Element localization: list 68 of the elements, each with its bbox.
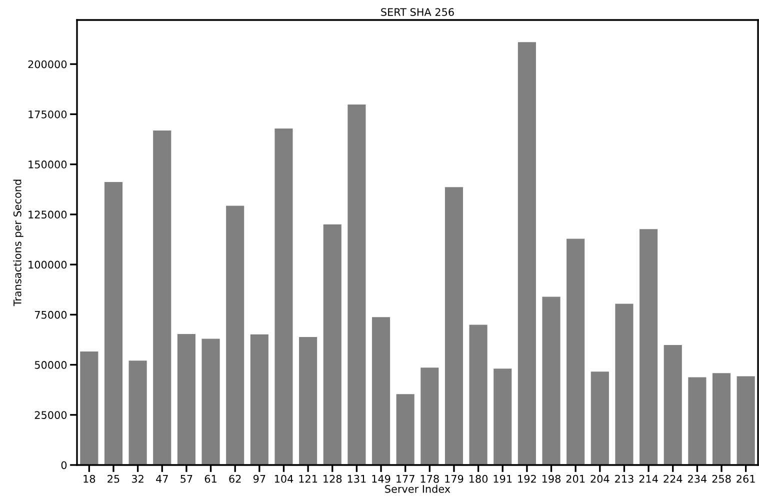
- x-tick-label: 213: [615, 474, 634, 483]
- bar: [78, 350, 100, 465]
- y-tick-label: 75000: [34, 310, 67, 319]
- bar: [394, 392, 416, 465]
- bar: [152, 129, 173, 465]
- x-tick-label: 180: [470, 474, 488, 483]
- bar: [516, 40, 538, 465]
- chart-title: SERT SHA 256: [381, 8, 454, 16]
- y-tick-label: 0: [61, 461, 67, 470]
- x-tick-label: 18: [84, 474, 96, 483]
- bar: [176, 332, 197, 465]
- bar: [346, 103, 368, 465]
- bar: [200, 337, 222, 465]
- bar: [248, 333, 270, 465]
- bar: [444, 186, 464, 465]
- x-tick-label: 97: [253, 474, 266, 483]
- bar: [370, 316, 392, 465]
- bar: [224, 204, 246, 465]
- x-tick-label: 179: [445, 474, 464, 483]
- bar: [419, 366, 440, 465]
- bar: [711, 372, 732, 465]
- x-tick-label: 131: [348, 474, 366, 483]
- bar: [589, 370, 610, 465]
- bar: [540, 295, 562, 465]
- x-tick-label: 25: [108, 474, 120, 483]
- x-tick-label: 192: [518, 474, 536, 483]
- bar: [468, 323, 489, 465]
- bar: [322, 222, 343, 465]
- x-tick-label: 57: [180, 475, 192, 483]
- x-tick-label: 204: [590, 474, 610, 483]
- x-tick-label: 121: [299, 474, 318, 483]
- bar: [103, 180, 124, 465]
- x-tick-label: 198: [542, 474, 560, 483]
- x-tick-label: 62: [229, 474, 241, 483]
- bar: [492, 367, 514, 465]
- y-tick-label: 200000: [28, 60, 67, 68]
- y-tick-label: 125000: [28, 210, 67, 219]
- x-tick-label: 104: [274, 474, 294, 483]
- x-tick-label: 32: [132, 474, 144, 483]
- bar: [614, 302, 635, 465]
- x-tick-label: 224: [664, 474, 682, 483]
- bar: [638, 228, 659, 465]
- x-tick-label: 177: [396, 475, 414, 483]
- x-tick-label: 61: [204, 474, 216, 483]
- y-tick-label: 100000: [28, 260, 67, 269]
- bar: [273, 127, 294, 465]
- y-tick-label: 25000: [34, 411, 67, 419]
- bar: [565, 237, 586, 465]
- bar: [127, 359, 148, 465]
- x-tick-label: 178: [420, 474, 439, 483]
- y-tick-label: 175000: [28, 110, 67, 118]
- bar: [662, 344, 684, 465]
- x-tick-label: 191: [494, 474, 512, 483]
- y-tick-label: 50000: [34, 361, 67, 369]
- x-axis-title: Server Index: [385, 484, 450, 493]
- x-tick-label: 201: [566, 474, 585, 483]
- x-tick-label: 47: [156, 475, 168, 483]
- y-tick-label: 150000: [28, 160, 67, 168]
- x-tick-label: 128: [324, 474, 342, 483]
- bar: [686, 376, 708, 465]
- x-tick-label: 214: [639, 474, 658, 483]
- bar: [735, 374, 756, 465]
- x-tick-label: 234: [688, 474, 707, 483]
- y-axis-title: Transactions per Second: [13, 180, 24, 306]
- x-tick-label: 261: [736, 474, 755, 483]
- x-tick-label: 149: [372, 474, 390, 483]
- x-tick-label: 258: [712, 474, 731, 483]
- bar: [298, 336, 318, 465]
